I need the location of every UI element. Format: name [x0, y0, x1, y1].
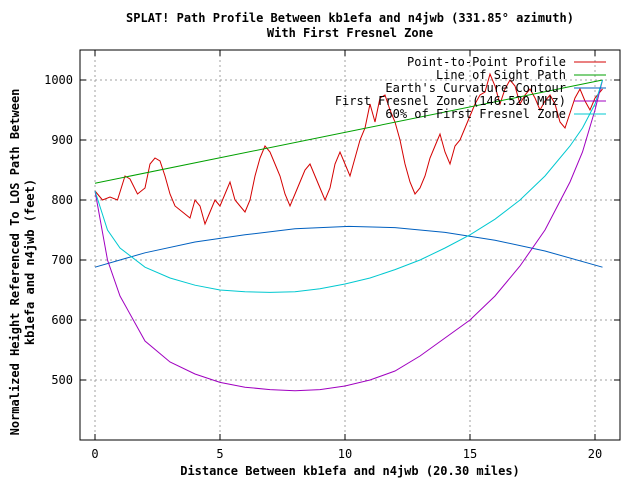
y-axis-label: Normalized Height Referenced To LOS Path… — [8, 89, 22, 436]
x-axis-label: Distance Between kb1efa and n4jwb (20.30… — [180, 464, 520, 478]
x-tick-label: 20 — [588, 447, 602, 461]
series-group — [94, 72, 603, 392]
legend-label-5: 60% of First Fresnel Zone — [385, 107, 566, 121]
plot-frame — [79, 49, 621, 441]
x-tick-label: 10 — [338, 447, 352, 461]
y-tick-label: 500 — [51, 373, 73, 387]
series-line-1 — [94, 72, 603, 226]
x-tick-label: 0 — [91, 447, 98, 461]
y-axis-label-2: kb1efa and n4jwb (feet) — [23, 179, 37, 345]
series-line-3 — [94, 225, 603, 268]
series-line-5 — [94, 79, 603, 293]
legend-label-2: Line of Sight Path — [436, 68, 566, 82]
y-tick-label: 1000 — [44, 73, 73, 87]
grid — [80, 50, 620, 440]
legend-label-1: Point-to-Point Profile — [407, 55, 566, 69]
y-tick-label: 900 — [51, 133, 73, 147]
series-line-4 — [94, 79, 603, 392]
tick-group: 0 5 10 15 20 500 600 700 800 900 1000 — [44, 50, 620, 461]
y-tick-label: 700 — [51, 253, 73, 267]
chart-title: SPLAT! Path Profile Between kb1efa and n… — [126, 11, 574, 25]
y-tick-label: 600 — [51, 313, 73, 327]
series-line-2 — [94, 79, 603, 184]
legend-label-4: First Fresnel Zone (146.520 MHz) — [335, 94, 566, 108]
y-tick-label: 800 — [51, 193, 73, 207]
chart-subtitle: With First Fresnel Zone — [267, 26, 433, 40]
x-tick-label: 5 — [216, 447, 223, 461]
legend-label-3: Earth's Curvature Contour — [385, 81, 566, 95]
x-tick-label: 15 — [463, 447, 477, 461]
